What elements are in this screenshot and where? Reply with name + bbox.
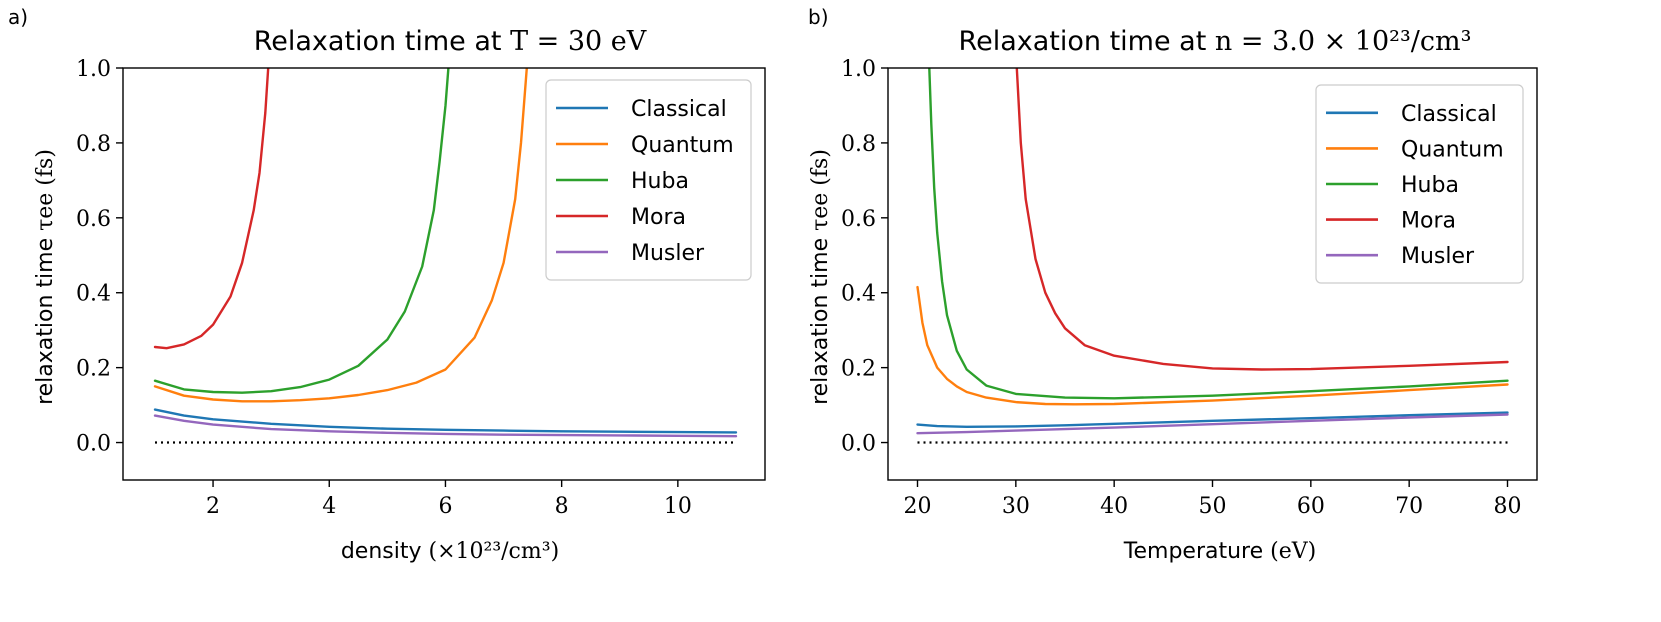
legend-label-mora: Mora	[631, 205, 686, 230]
series-line-mora	[1015, 68, 1509, 371]
legend-label-musler: Musler	[631, 241, 705, 266]
x-tick-label: 2	[206, 494, 220, 519]
x-axis-label-math: (eV)	[1270, 539, 1316, 564]
x-tick-label: 8	[555, 494, 569, 519]
y-tick-label: 0.2	[76, 357, 111, 382]
legend-label-quantum: Quantum	[631, 133, 734, 158]
chart-title: Relaxation time at T = 30 eV	[254, 26, 647, 57]
x-axis-label-math: (×10²³/cm³)	[429, 539, 560, 564]
panel-label: a)	[8, 5, 28, 29]
series-line-mora	[153, 68, 270, 350]
x-tick-label: 6	[438, 494, 452, 519]
y-axis-label-prefix: relaxation time	[808, 231, 833, 405]
series-line-huba	[153, 68, 450, 394]
y-tick-label: 1.0	[76, 57, 111, 82]
x-tick-label: 50	[1199, 494, 1227, 519]
series-line-quantum	[916, 285, 1509, 406]
x-tick-label: 70	[1395, 494, 1423, 519]
y-axis-label-prefix: relaxation time	[33, 231, 58, 405]
y-tick-label: 0.4	[841, 282, 876, 307]
legend-box	[545, 79, 752, 281]
series-line-huba	[928, 68, 1509, 400]
legend: Classical Quantum Huba Mora Musler	[1315, 84, 1524, 284]
series-layer	[153, 68, 738, 444]
chart-title: Relaxation time at n = 3.0 × 10²³/cm³	[959, 26, 1472, 57]
y-axis-label: relaxation time τee (fs)	[808, 149, 833, 405]
y-tick-label: 0.0	[76, 432, 111, 457]
legend-label-mora: Mora	[1401, 209, 1456, 234]
y-tick-label: 0.2	[841, 357, 876, 382]
x-tick-label: 4	[322, 494, 336, 519]
panel-label: b)	[808, 5, 829, 29]
panel-b: b) Relaxation time at n = 3.0 × 10²³/cm³…	[808, 5, 1538, 564]
x-tick-label: 30	[1002, 494, 1030, 519]
legend-label-classical: Classical	[631, 97, 727, 122]
legend-label-huba: Huba	[1401, 173, 1459, 198]
chart-title-math: n = 3.0 × 10²³/cm³	[1215, 26, 1472, 57]
y-tick-label: 0.4	[76, 282, 111, 307]
x-axis-label-prefix: density	[341, 539, 429, 564]
legend-box	[1315, 84, 1524, 284]
y-tick-label: 1.0	[841, 57, 876, 82]
x-axis-label: Temperature (eV)	[1123, 539, 1316, 564]
y-axis-label-math: τee (fs)	[808, 149, 833, 231]
panel-a: a) Relaxation time at T = 30 eV density …	[8, 5, 766, 564]
x-tick-label: 80	[1494, 494, 1522, 519]
y-tick-label: 0.6	[76, 207, 111, 232]
y-tick-label: 0.8	[841, 132, 876, 157]
plot-frame	[122, 67, 766, 481]
series-line-quantum	[153, 68, 528, 403]
legend-label-musler: Musler	[1401, 244, 1475, 269]
y-axis-label-math: τee (fs)	[33, 149, 58, 231]
chart-title-prefix: Relaxation time at	[959, 26, 1215, 57]
series-layer	[916, 68, 1509, 444]
x-tick-label: 40	[1100, 494, 1128, 519]
series-line-classical	[916, 411, 1509, 428]
legend: Classical Quantum Huba Mora Musler	[545, 79, 752, 281]
legend-label-quantum: Quantum	[1401, 137, 1504, 162]
series-line-musler	[916, 413, 1509, 435]
chart-title-math: T = 30 eV	[510, 26, 647, 57]
y-tick-label: 0.0	[841, 432, 876, 457]
axes-layer: 2 4 6 8 10 0.0 0.2 0.4 0.6 0.8 1.0	[76, 57, 766, 519]
x-tick-label: 10	[664, 494, 692, 519]
series-line-classical	[153, 408, 738, 434]
series-line-musler	[153, 414, 738, 438]
x-tick-label: 20	[904, 494, 932, 519]
x-tick-label: 60	[1297, 494, 1325, 519]
legend-label-classical: Classical	[1401, 102, 1497, 127]
y-tick-label: 0.8	[76, 132, 111, 157]
y-axis-label: relaxation time τee (fs)	[33, 149, 58, 405]
legend-label-huba: Huba	[631, 169, 689, 194]
y-tick-label: 0.6	[841, 207, 876, 232]
chart-title-prefix: Relaxation time at	[254, 26, 510, 57]
axes-layer: 20 30 40 50 60 70 80 0.0 0.2 0.4 0.6 0.8 1.0	[841, 57, 1538, 519]
x-axis-label-prefix: Temperature	[1123, 539, 1270, 564]
x-axis-label: density (×10²³/cm³)	[341, 539, 559, 564]
